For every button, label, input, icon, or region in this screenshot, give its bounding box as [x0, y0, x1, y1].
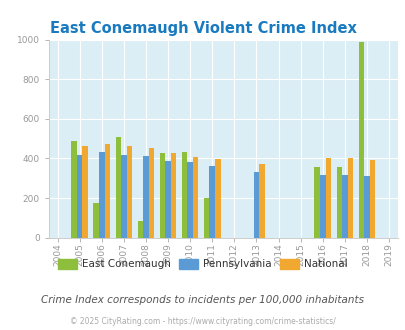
Bar	[104, 144, 110, 238]
Bar	[160, 153, 165, 238]
Bar	[137, 221, 143, 238]
Bar	[203, 198, 209, 238]
Bar	[171, 153, 176, 238]
Bar	[82, 146, 88, 238]
Bar	[126, 146, 132, 238]
Bar	[99, 152, 104, 238]
Bar	[77, 155, 82, 238]
Bar	[369, 160, 374, 238]
Bar	[165, 161, 171, 238]
Bar	[187, 162, 192, 238]
Bar	[148, 148, 154, 238]
Text: East Conemaugh Violent Crime Index: East Conemaugh Violent Crime Index	[49, 21, 356, 36]
Bar	[363, 176, 369, 238]
Legend: East Conemaugh, Pennsylvania, National: East Conemaugh, Pennsylvania, National	[54, 255, 351, 274]
Bar	[347, 158, 352, 238]
Bar	[358, 42, 363, 238]
Text: © 2025 CityRating.com - https://www.cityrating.com/crime-statistics/: © 2025 CityRating.com - https://www.city…	[70, 317, 335, 326]
Bar	[215, 159, 220, 238]
Text: Crime Index corresponds to incidents per 100,000 inhabitants: Crime Index corresponds to incidents per…	[41, 295, 364, 305]
Bar	[181, 152, 187, 238]
Bar	[209, 166, 215, 238]
Bar	[71, 141, 77, 238]
Bar	[143, 156, 148, 238]
Bar	[115, 137, 121, 238]
Bar	[314, 167, 319, 238]
Bar	[319, 175, 325, 238]
Bar	[325, 158, 330, 238]
Bar	[341, 175, 347, 238]
Bar	[253, 172, 258, 238]
Bar	[121, 155, 126, 238]
Bar	[192, 157, 198, 238]
Bar	[258, 164, 264, 238]
Bar	[336, 167, 341, 238]
Bar	[93, 203, 99, 238]
